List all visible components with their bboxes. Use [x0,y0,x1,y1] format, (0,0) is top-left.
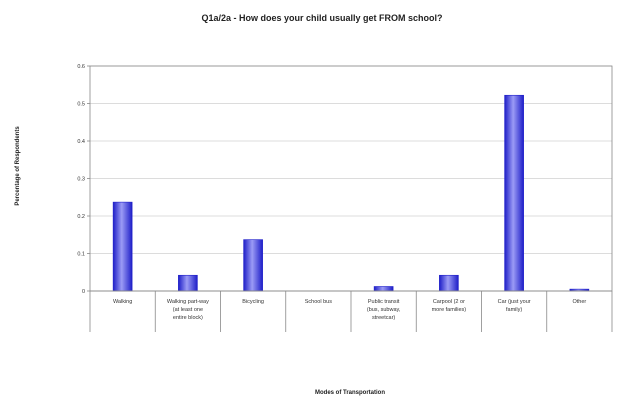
y-tick-label: 0.6 [77,64,85,70]
x-axis-label: Modes of Transportation [315,390,385,396]
y-tick-label: 0 [82,289,85,295]
bar [112,201,133,292]
bar [373,286,394,292]
chart-title: Q1a/2a - How does your child usually get… [201,13,442,23]
bar [178,274,198,292]
y-tick-label: 0.2 [77,214,85,220]
x-category-label: Walking [113,299,132,305]
bar [504,94,524,292]
x-category-label: Other [572,299,586,305]
x-category-label: Public transit (bus, subway, streetcar) [367,299,401,321]
y-tick-label: 0.4 [77,139,85,145]
y-tick-label: 0.3 [77,177,85,183]
y-tick-label: 0.5 [77,102,85,108]
y-tick-label: 0.1 [77,252,85,258]
y-axis-label: Percentage of Respondents [15,126,21,206]
x-category-label: Car (just your family) [498,299,531,313]
bar [243,239,263,292]
x-category-label: Walking part-way (at least one entire bloc… [167,299,209,321]
bar [439,274,459,292]
x-category-label: Bicycling [242,299,264,305]
x-category-label: Carpool (2 or more families) [432,299,467,313]
x-category-label: School bus [305,299,332,305]
